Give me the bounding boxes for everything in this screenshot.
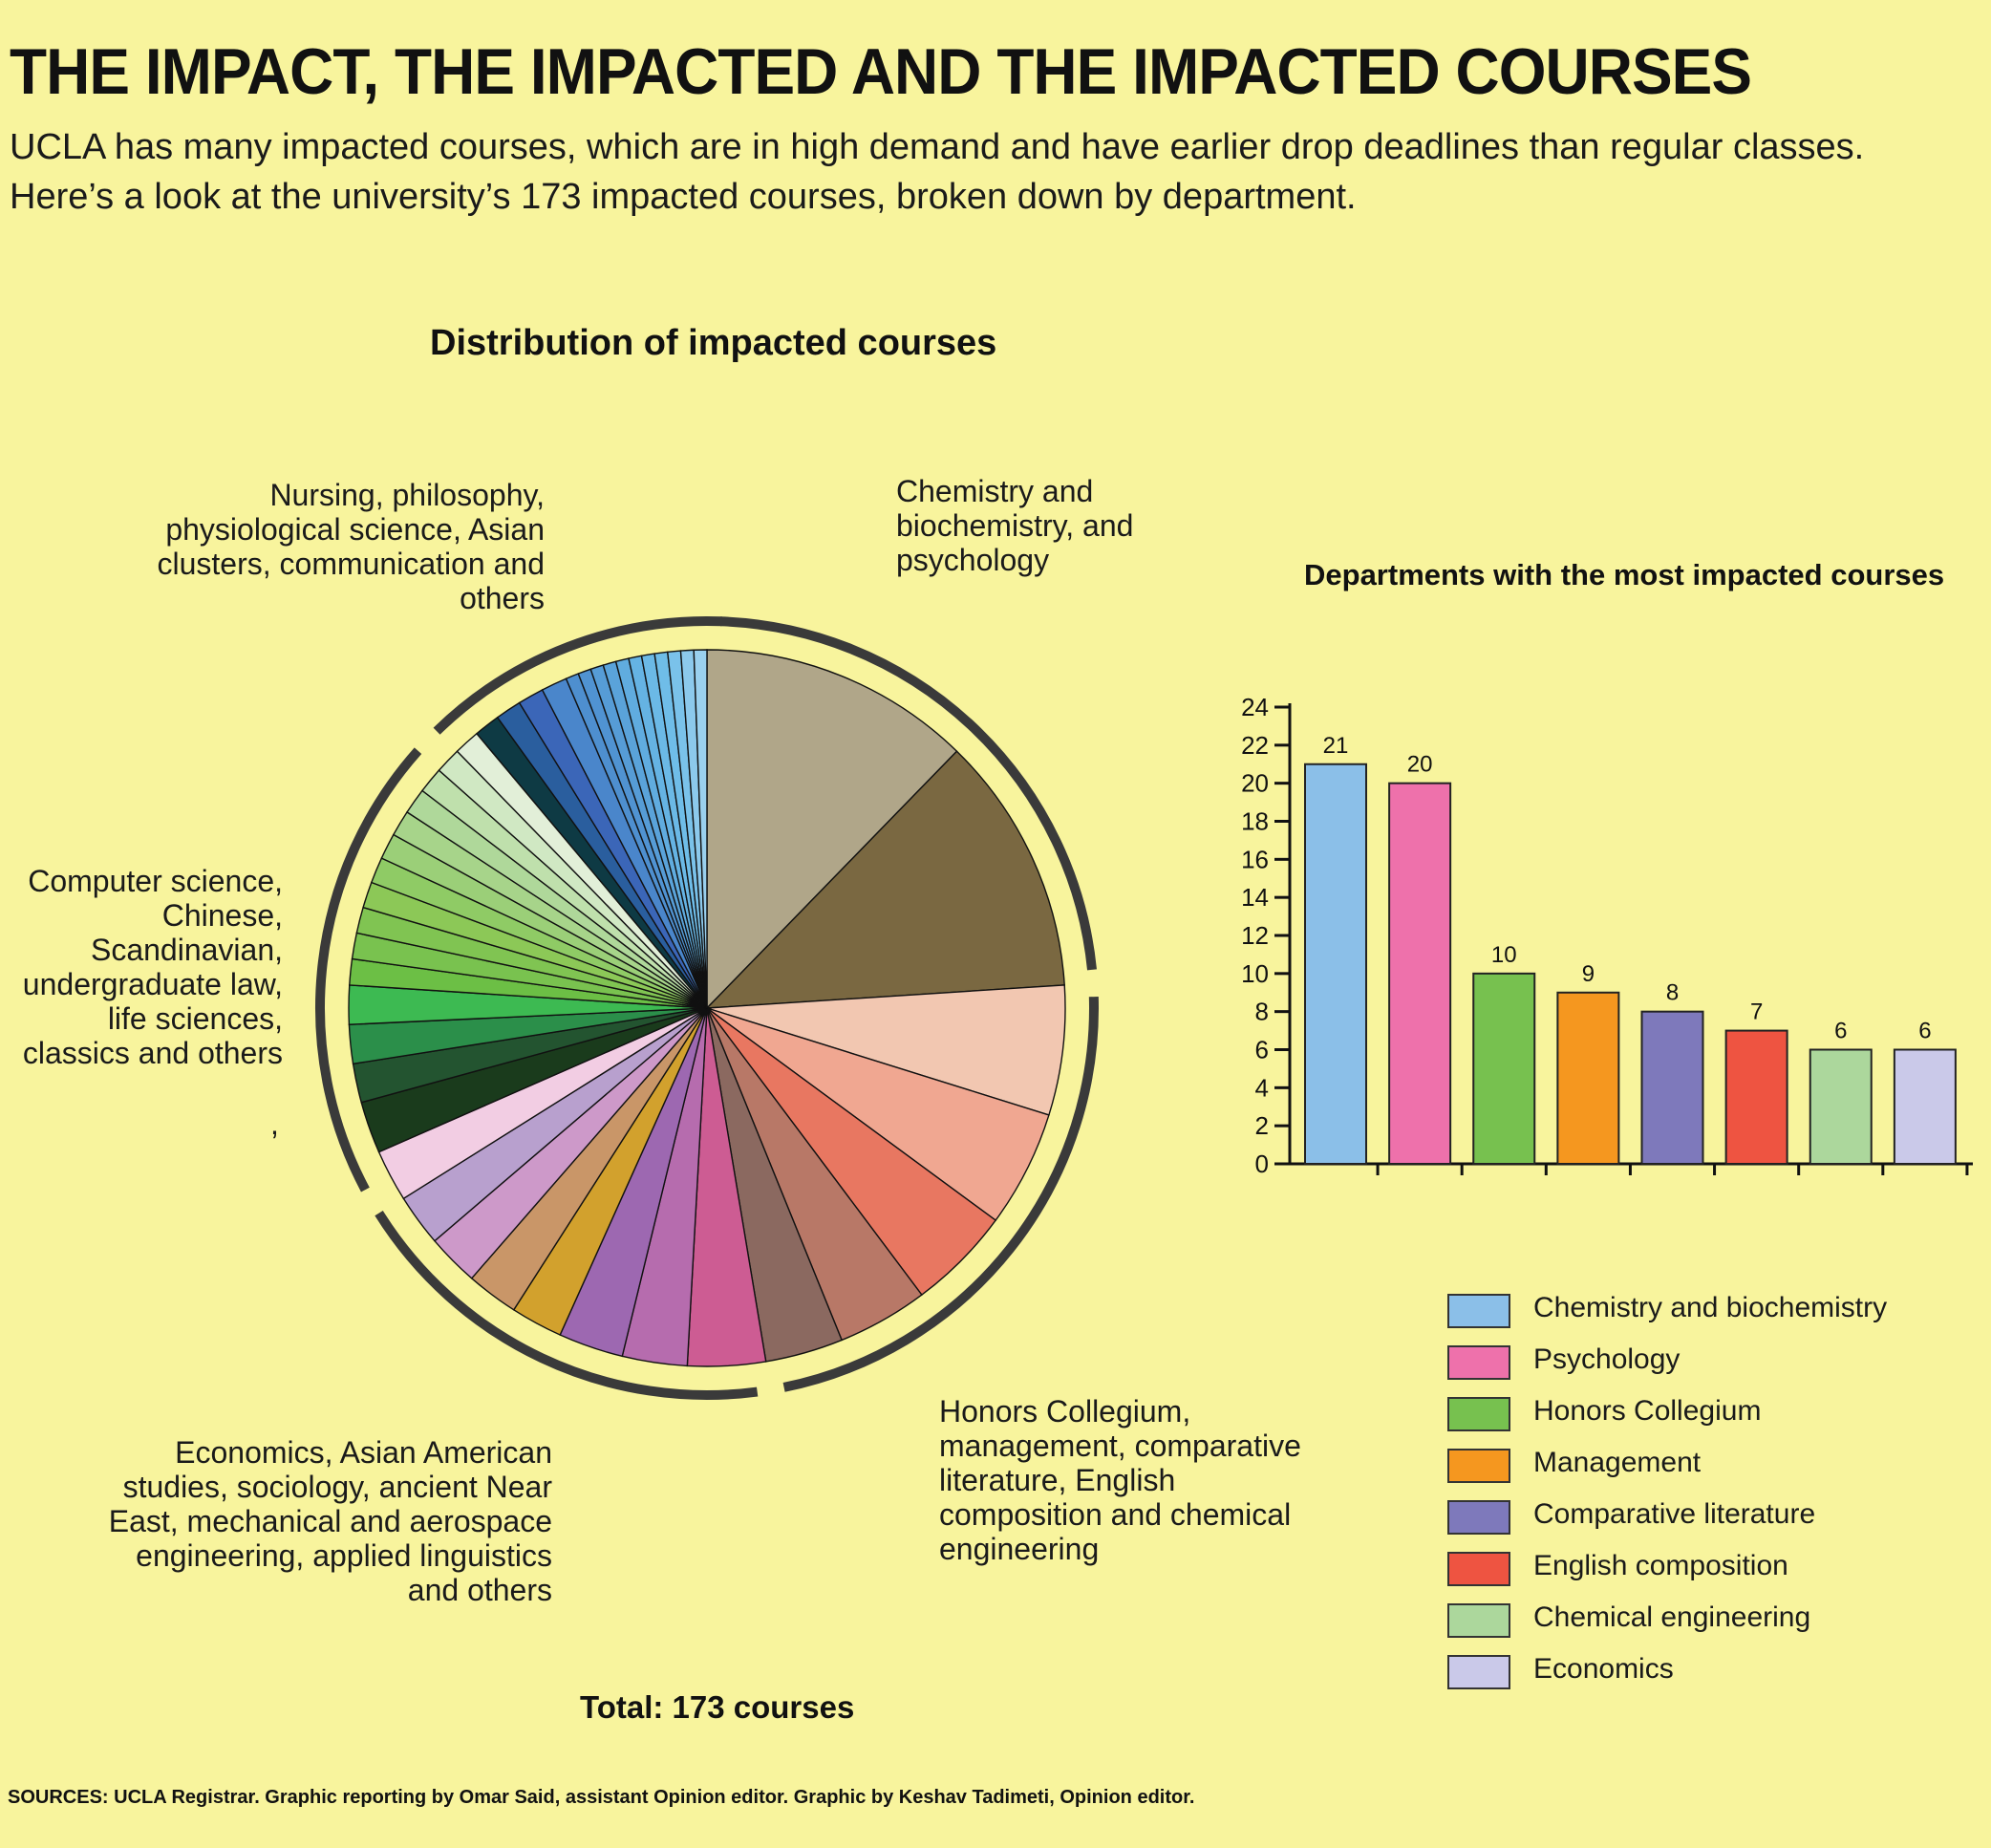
legend-label: Comparative literature: [1533, 1498, 1816, 1530]
y-tick-label: 12: [1241, 921, 1269, 950]
pie-slice-2: [705, 750, 1065, 1009]
y-tick-label: 0: [1255, 1150, 1269, 1178]
sources-credit: SOURCES: UCLA Registrar. Graphic reporti…: [8, 1787, 1195, 1808]
y-tick-label: 10: [1241, 959, 1269, 988]
y-tick-label: 16: [1241, 845, 1269, 873]
pie-slice-3: [706, 984, 1066, 1116]
legend-label: English composition: [1533, 1550, 1788, 1581]
legend-label: Chemical engineering: [1533, 1601, 1811, 1633]
legend-label: Chemistry and biochemistry: [1533, 1292, 1888, 1323]
pie-arc-honors: [782, 996, 1099, 1392]
pie-arc-nursing: [433, 616, 722, 735]
y-tick-label: 14: [1241, 883, 1269, 912]
total-courses: Total: 173 courses: [580, 1689, 855, 1725]
bar-value-label: 10: [1491, 942, 1517, 968]
legend-swatch: [1447, 1603, 1510, 1638]
pie-chart-title: Distribution of impacted courses: [430, 323, 997, 363]
bar-1: [1304, 763, 1367, 1165]
bar-value-label: 20: [1407, 752, 1433, 778]
bar-value-label: 9: [1582, 961, 1595, 987]
pie-arc-cs: [315, 747, 422, 1193]
bar-7: [1809, 1048, 1873, 1165]
pie-label-nursing-group: Nursing, philosophy, physiological scien…: [157, 478, 545, 615]
bar-value-label: 8: [1666, 980, 1679, 1006]
y-tick-label: 2: [1255, 1111, 1269, 1140]
bar-value-label: 6: [1918, 1019, 1931, 1044]
bar-6: [1724, 1029, 1788, 1166]
legend-swatch: [1447, 1500, 1510, 1535]
y-tick-label: 8: [1255, 998, 1269, 1026]
pie-slice-45: [693, 649, 708, 1009]
bar-value-label: 6: [1834, 1019, 1847, 1044]
legend-label: Management: [1533, 1447, 1702, 1478]
pie-slice-1: [706, 649, 958, 1010]
pie-arc-econ: [375, 1210, 759, 1400]
page-subtitle: UCLA has many impacted courses, which ar…: [10, 127, 1865, 217]
bar-2: [1388, 782, 1452, 1166]
legend-swatch: [1447, 1552, 1510, 1586]
legend-label: Honors Collegium: [1533, 1395, 1762, 1427]
legend-swatch: [1447, 1294, 1510, 1328]
legend-swatch: [1447, 1345, 1510, 1380]
legend-swatch: [1447, 1655, 1510, 1689]
page-title: THE IMPACT, THE IMPACTED AND THE IMPACTE…: [10, 35, 1752, 108]
y-tick-label: 22: [1241, 731, 1269, 760]
bar-value-label: 7: [1750, 999, 1763, 1025]
pie-label-econ-group: Economics, Asian American studies, socio…: [108, 1435, 552, 1607]
y-tick-label: 18: [1241, 807, 1269, 836]
y-tick-label: 6: [1255, 1036, 1269, 1064]
legend-label: Economics: [1533, 1653, 1674, 1685]
bar-5: [1640, 1010, 1704, 1165]
pie-label-honors-group: Honors Collegium, management, comparativ…: [939, 1394, 1301, 1566]
y-tick-label: 24: [1241, 693, 1269, 721]
pie-label-stray-comma: ,: [270, 1107, 279, 1141]
pie-label-chem-psych-group: Chemistry and biochemistry, and psycholo…: [896, 474, 1134, 577]
legend-label: Psychology: [1533, 1343, 1681, 1375]
bar-3: [1472, 972, 1536, 1165]
bar-chart-title: Departments with the most impacted cours…: [1304, 558, 1945, 591]
legend-swatch: [1447, 1449, 1510, 1483]
bar-bars: 21 20 10 9 8 7 6 6: [1304, 733, 1957, 1166]
y-tick-label: 4: [1255, 1073, 1269, 1102]
y-tick-label: 20: [1241, 769, 1269, 798]
bar-value-label: 21: [1323, 733, 1349, 759]
pie-slices: [348, 649, 1066, 1367]
bar-4: [1556, 991, 1620, 1165]
pie-arc-chem-psych: [719, 616, 1097, 971]
legend-swatch: [1447, 1397, 1510, 1431]
bar-8: [1893, 1048, 1957, 1165]
pie-label-cs-group: Computer science, Chinese, Scandinavian,…: [22, 864, 283, 1070]
pie-group-arcs: [315, 616, 1099, 1400]
